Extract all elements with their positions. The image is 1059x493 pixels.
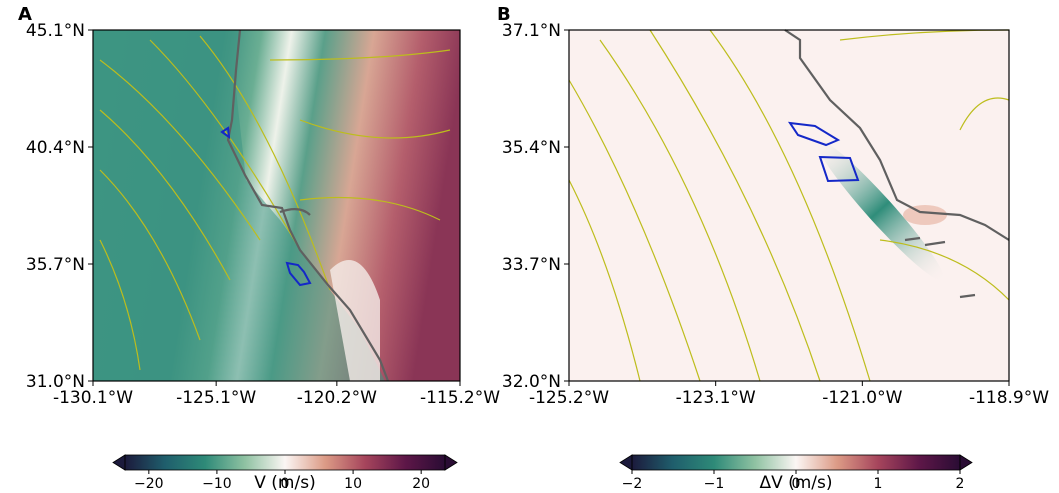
plot-frame [568, 29, 1010, 382]
colorbar-extend-low [112, 454, 126, 471]
colorbar-tick-label: 20 [412, 476, 430, 492]
colorbar-tick-label: −10 [202, 476, 232, 492]
y-tick-label: 33.7°N [502, 255, 561, 275]
y-tick-label: 40.4°N [26, 138, 85, 158]
panel-label: B [497, 4, 511, 25]
colorbar-extend-low [619, 454, 633, 471]
y-tick-label: 37.1°N [502, 21, 561, 41]
colorbar-tick-label: −20 [134, 476, 164, 492]
map-b [568, 29, 1010, 382]
colorbar-label: V (m/s) [254, 473, 315, 493]
x-tick-label: -120.2°W [297, 388, 377, 408]
colorbar-extend-high [959, 454, 973, 471]
x-tick-label: -130.1°W [53, 388, 133, 408]
plot-frame [92, 29, 461, 382]
x-tick-label: -118.9°W [969, 388, 1049, 408]
colorbar-tick-label: −2 [622, 476, 643, 492]
colorbar-tick-label: 0 [792, 476, 801, 492]
colorbar-tick-label: 0 [281, 476, 290, 492]
y-tick-label: 35.7°N [26, 255, 85, 275]
colorbar-tick-label: 10 [344, 476, 362, 492]
y-tick-label: 32.0°N [502, 372, 561, 392]
colorbar [632, 455, 960, 470]
y-tick-label: 45.1°N [26, 21, 85, 41]
panel-label: A [18, 4, 32, 25]
x-tick-label: -115.2°W [420, 388, 500, 408]
colorbar-tick-label: 1 [874, 476, 883, 492]
colorbar-extend-high [444, 454, 458, 471]
colorbar-tick-label: 2 [956, 476, 965, 492]
x-tick-label: -123.1°W [676, 388, 756, 408]
x-tick-label: -125.2°W [529, 388, 609, 408]
colorbar [125, 455, 445, 470]
x-tick-label: -121.0°W [822, 388, 902, 408]
colorbar-tick-label: −1 [704, 476, 725, 492]
map-a [93, 29, 460, 382]
colorbar-label: ΔV (m/s) [759, 473, 832, 493]
x-tick-label: -125.1°W [176, 388, 256, 408]
y-tick-label: 31.0°N [26, 372, 85, 392]
y-tick-label: 35.4°N [502, 138, 561, 158]
